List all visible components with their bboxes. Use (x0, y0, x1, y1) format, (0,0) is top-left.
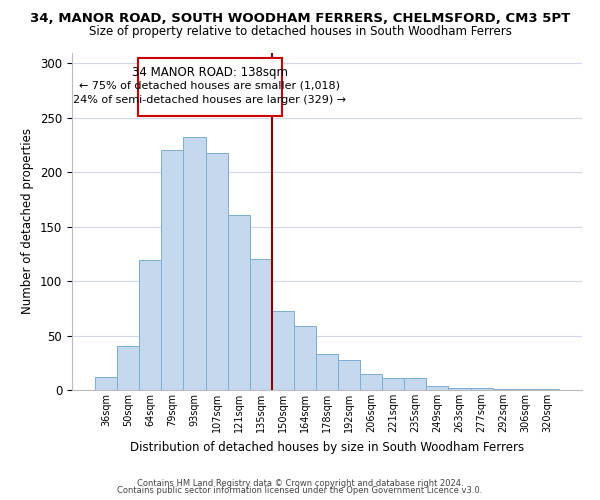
Bar (470, 388, 493, 390)
Text: Contains HM Land Registry data © Crown copyright and database right 2024.: Contains HM Land Registry data © Crown c… (137, 478, 463, 488)
Bar (250, 260, 272, 390)
Bar (294, 326, 316, 390)
Bar (316, 354, 338, 390)
Bar (117, 346, 139, 390)
Bar (338, 360, 360, 390)
X-axis label: Distribution of detached houses by size in South Woodham Ferrers: Distribution of detached houses by size … (130, 440, 524, 454)
Bar (139, 260, 161, 390)
Bar (227, 214, 250, 390)
Y-axis label: Number of detached properties: Number of detached properties (22, 128, 34, 314)
FancyBboxPatch shape (138, 58, 282, 116)
Text: 34, MANOR ROAD, SOUTH WOODHAM FERRERS, CHELMSFORD, CM3 5PT: 34, MANOR ROAD, SOUTH WOODHAM FERRERS, C… (30, 12, 570, 26)
Bar (382, 378, 404, 390)
Bar (184, 138, 206, 390)
Bar (206, 152, 227, 390)
Bar (427, 386, 448, 390)
Text: Contains public sector information licensed under the Open Government Licence v3: Contains public sector information licen… (118, 486, 482, 495)
Bar (493, 389, 515, 390)
Bar (515, 389, 537, 390)
Bar (272, 310, 294, 390)
Text: 34 MANOR ROAD: 138sqm: 34 MANOR ROAD: 138sqm (132, 66, 288, 78)
Text: Size of property relative to detached houses in South Woodham Ferrers: Size of property relative to detached ho… (89, 25, 511, 38)
Bar (404, 378, 427, 390)
Bar (360, 374, 382, 390)
Text: ← 75% of detached houses are smaller (1,018): ← 75% of detached houses are smaller (1,… (79, 81, 340, 91)
Bar (448, 388, 470, 390)
Bar (95, 377, 117, 390)
Bar (537, 389, 559, 390)
Bar (161, 150, 184, 390)
Text: 24% of semi-detached houses are larger (329) →: 24% of semi-detached houses are larger (… (73, 95, 347, 105)
